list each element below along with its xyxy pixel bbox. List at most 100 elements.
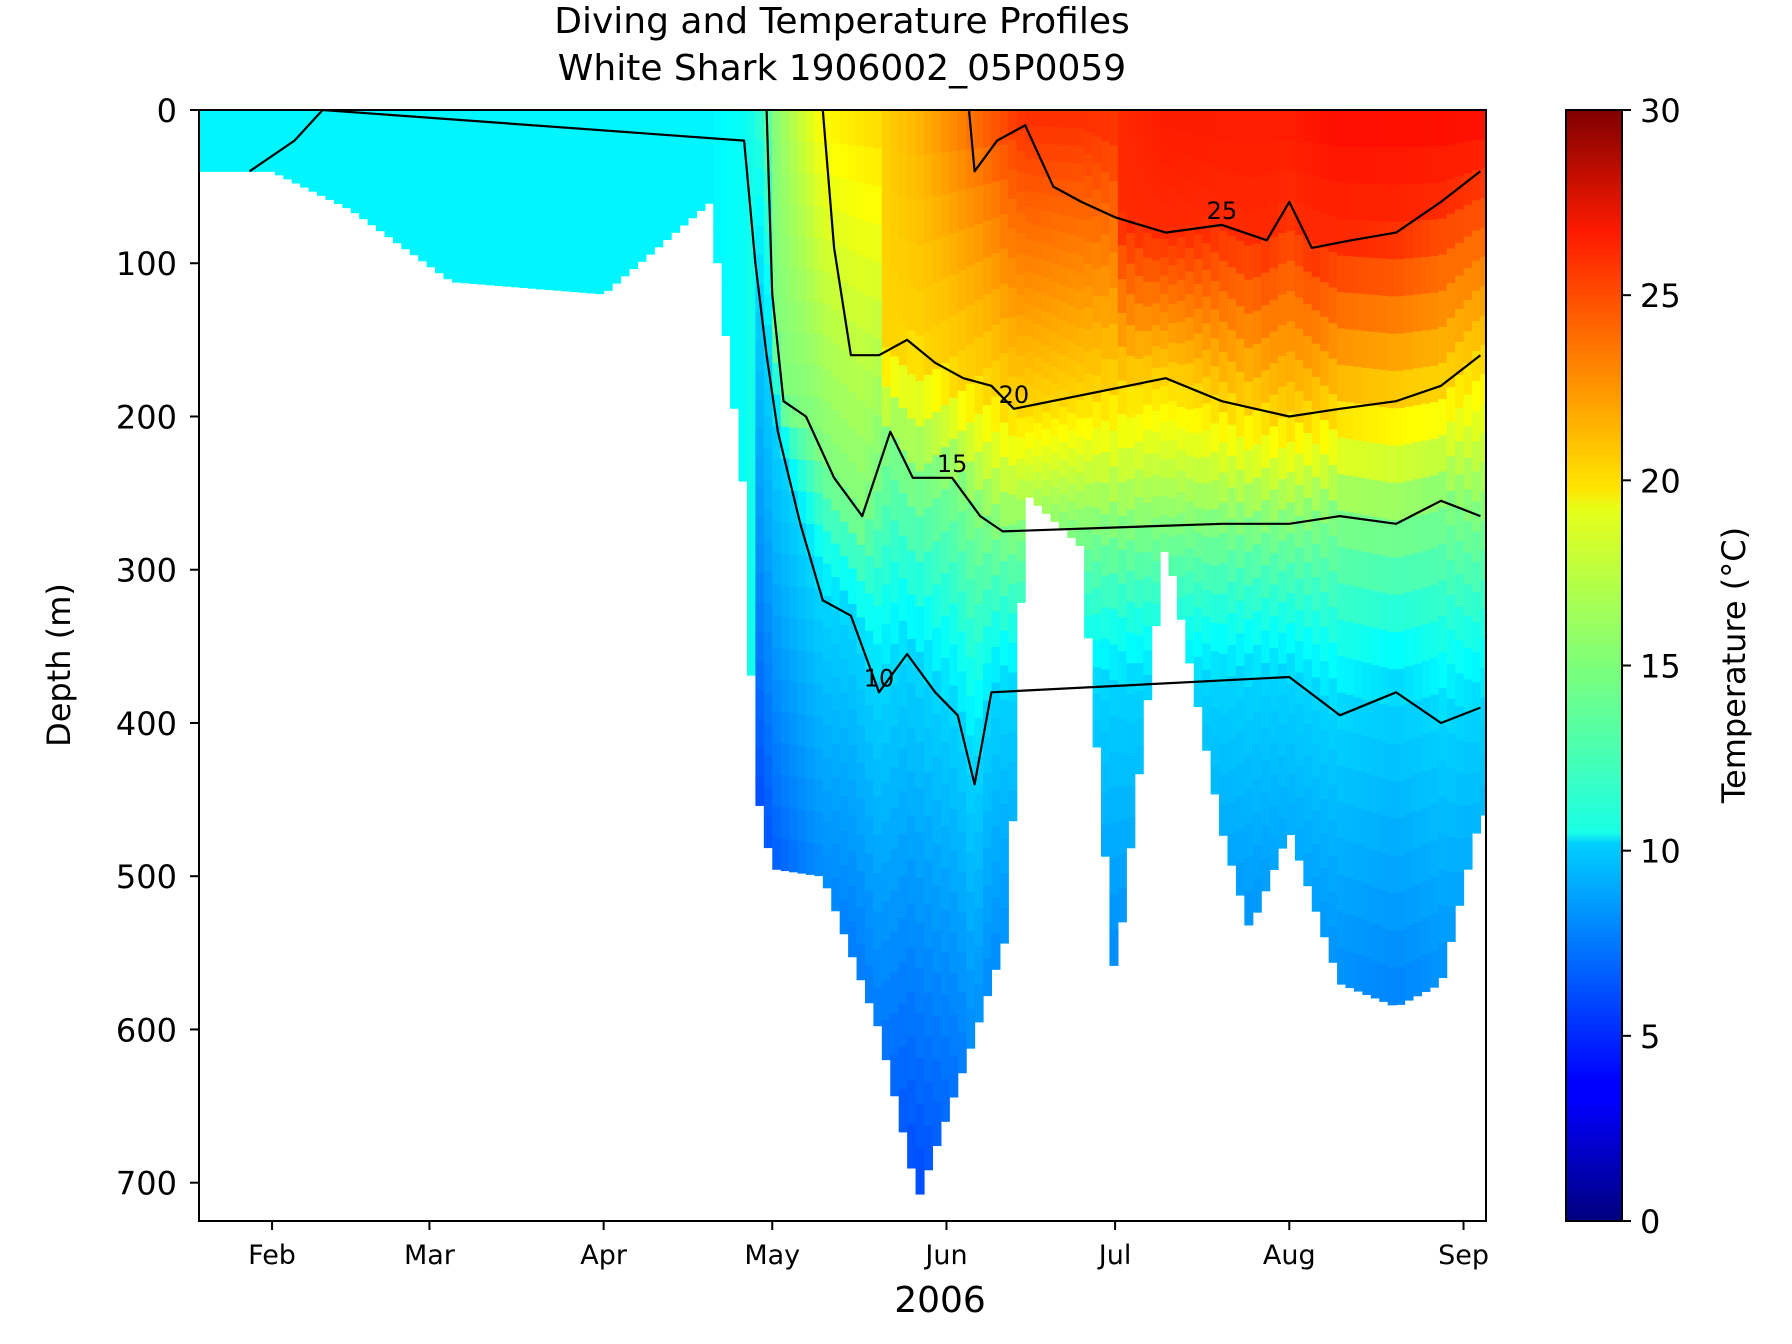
heatmap-cell-52-15 — [637, 204, 647, 212]
heatmap-cell-152-9 — [1480, 374, 1486, 405]
heatmap-cell-48-7 — [603, 162, 613, 171]
heatmap-cell-9-6 — [274, 126, 284, 130]
heatmap-cell-2-12 — [215, 140, 225, 144]
heatmap-cell-108-3 — [1109, 216, 1119, 254]
heatmap-cell-145-9 — [1421, 440, 1431, 478]
heatmap-cell-109-20 — [1117, 786, 1127, 821]
heatmap-cell-60-17 — [704, 175, 714, 181]
heatmap-cell-143-19 — [1404, 814, 1414, 853]
heatmap-cell-31-19 — [460, 246, 470, 255]
heatmap-cell-35-11 — [494, 190, 504, 199]
heatmap-cell-44-13 — [569, 208, 579, 217]
heatmap-cell-93-1 — [983, 146, 993, 185]
heatmap-cell-58-5 — [687, 132, 697, 138]
heatmap-cell-82-3 — [890, 233, 900, 275]
heatmap-cell-37-8 — [510, 168, 520, 177]
heatmap-cell-35-13 — [494, 205, 504, 213]
heatmap-cell-117-15 — [1185, 455, 1195, 480]
heatmap-cell-53-18 — [645, 217, 655, 225]
heatmap-cell-132-22 — [1311, 844, 1321, 879]
heatmap-cell-106-6 — [1092, 269, 1102, 297]
heatmap-cell-35-21 — [494, 263, 504, 272]
heatmap-cell-77-10 — [848, 462, 858, 499]
heatmap-cell-34-20 — [485, 255, 495, 264]
heatmap-cell-120-15 — [1210, 537, 1220, 567]
heatmap-cell-121-14 — [1219, 533, 1229, 564]
colorbar-label: Temperature (°C) — [1715, 527, 1753, 804]
heatmap-cell-40-15 — [536, 221, 546, 230]
heatmap-cell-43-6 — [561, 155, 571, 164]
heatmap-cell-106-22 — [1092, 693, 1102, 721]
heatmap-cell-97-8 — [1016, 274, 1026, 296]
heatmap-cell-4-22 — [232, 166, 242, 170]
heatmap-cell-66-20 — [755, 689, 765, 720]
heatmap-cell-116-22 — [1176, 576, 1186, 599]
heatmap-cell-33-2 — [477, 124, 487, 133]
heatmap-cell-100-17 — [1042, 395, 1052, 414]
heatmap-cell-11-20 — [291, 170, 301, 175]
heatmap-cell-22-15 — [384, 189, 394, 196]
heatmap-cell-56-10 — [671, 160, 681, 167]
heatmap-cell-135-16 — [1337, 692, 1347, 730]
heatmap-cell-4-15 — [232, 148, 242, 152]
heatmap-cell-73-9 — [814, 397, 824, 430]
heatmap-cell-8-2 — [266, 115, 276, 119]
heatmap-cell-40-14 — [536, 214, 546, 223]
heatmap-cell-152-10 — [1480, 403, 1486, 434]
heatmap-cell-67-3 — [763, 202, 773, 234]
heatmap-cell-50-4 — [620, 137, 630, 146]
heatmap-cell-129-21 — [1286, 743, 1296, 775]
heatmap-cell-11-7 — [291, 131, 301, 135]
heatmap-cell-151-7 — [1471, 320, 1481, 352]
heatmap-cell-135-22 — [1337, 911, 1347, 949]
heatmap-cell-88-9 — [940, 489, 950, 532]
heatmap-cell-38-17 — [519, 235, 529, 244]
heatmap-cell-69-10 — [780, 426, 790, 460]
heatmap-cell-148-0 — [1446, 110, 1456, 146]
heatmap-cell-135-21 — [1337, 874, 1347, 912]
heatmap-cell-139-15 — [1370, 664, 1380, 703]
heatmap-cell-128-9 — [1278, 386, 1288, 419]
heatmap-cell-57-1 — [679, 114, 689, 121]
heatmap-cell-94-20 — [991, 826, 1001, 863]
heatmap-cell-78-19 — [856, 798, 866, 836]
heatmap-cell-128-4 — [1278, 233, 1288, 265]
heatmap-cell-49-21 — [612, 261, 622, 270]
heatmap-cell-87-19 — [932, 929, 942, 974]
heatmap-cell-147-8 — [1438, 399, 1448, 436]
heatmap-cell-59-12 — [696, 160, 706, 165]
heatmap-cell-131-1 — [1303, 142, 1313, 176]
heatmap-cell-73-4 — [814, 237, 824, 271]
heatmap-cell-127-11 — [1269, 458, 1279, 491]
heatmap-cell-60-15 — [704, 168, 714, 173]
heatmap-cell-2-2 — [215, 115, 225, 119]
x-tick-label-Sep: Sep — [1438, 1240, 1489, 1271]
heatmap-cell-88-1 — [940, 152, 950, 195]
heatmap-cell-77-17 — [848, 709, 858, 746]
heatmap-cell-46-23 — [586, 285, 596, 294]
heatmap-cell-57-11 — [679, 162, 689, 169]
heatmap-cell-141-13 — [1387, 594, 1397, 633]
heatmap-cell-134-1 — [1328, 145, 1338, 182]
heatmap-cell-5-13 — [241, 143, 251, 147]
heatmap-cell-60-11 — [704, 152, 714, 158]
heatmap-cell-121-4 — [1219, 230, 1229, 262]
heatmap-cell-57-20 — [679, 205, 689, 212]
heatmap-cell-3-21 — [224, 163, 234, 167]
heatmap-cell-69-3 — [780, 205, 790, 238]
heatmap-cell-91-12 — [966, 579, 976, 619]
heatmap-cell-47-15 — [595, 224, 605, 233]
heatmap-cell-9-17 — [274, 155, 284, 160]
heatmap-cell-78-8 — [856, 399, 866, 437]
heatmap-cell-91-18 — [966, 813, 976, 854]
heatmap-cell-79-11 — [864, 519, 875, 557]
heatmap-columns — [199, 110, 1486, 1195]
heatmap-cell-74-21 — [822, 790, 832, 824]
heatmap-cell-20-19 — [367, 200, 377, 207]
heatmap-cell-107-14 — [1101, 545, 1111, 577]
heatmap-cell-135-17 — [1337, 729, 1347, 767]
heatmap-cell-69-1 — [780, 141, 790, 174]
heatmap-cell-94-18 — [991, 754, 1001, 791]
heatmap-cell-9-8 — [274, 131, 284, 135]
heatmap-cell-144-10 — [1412, 479, 1422, 517]
